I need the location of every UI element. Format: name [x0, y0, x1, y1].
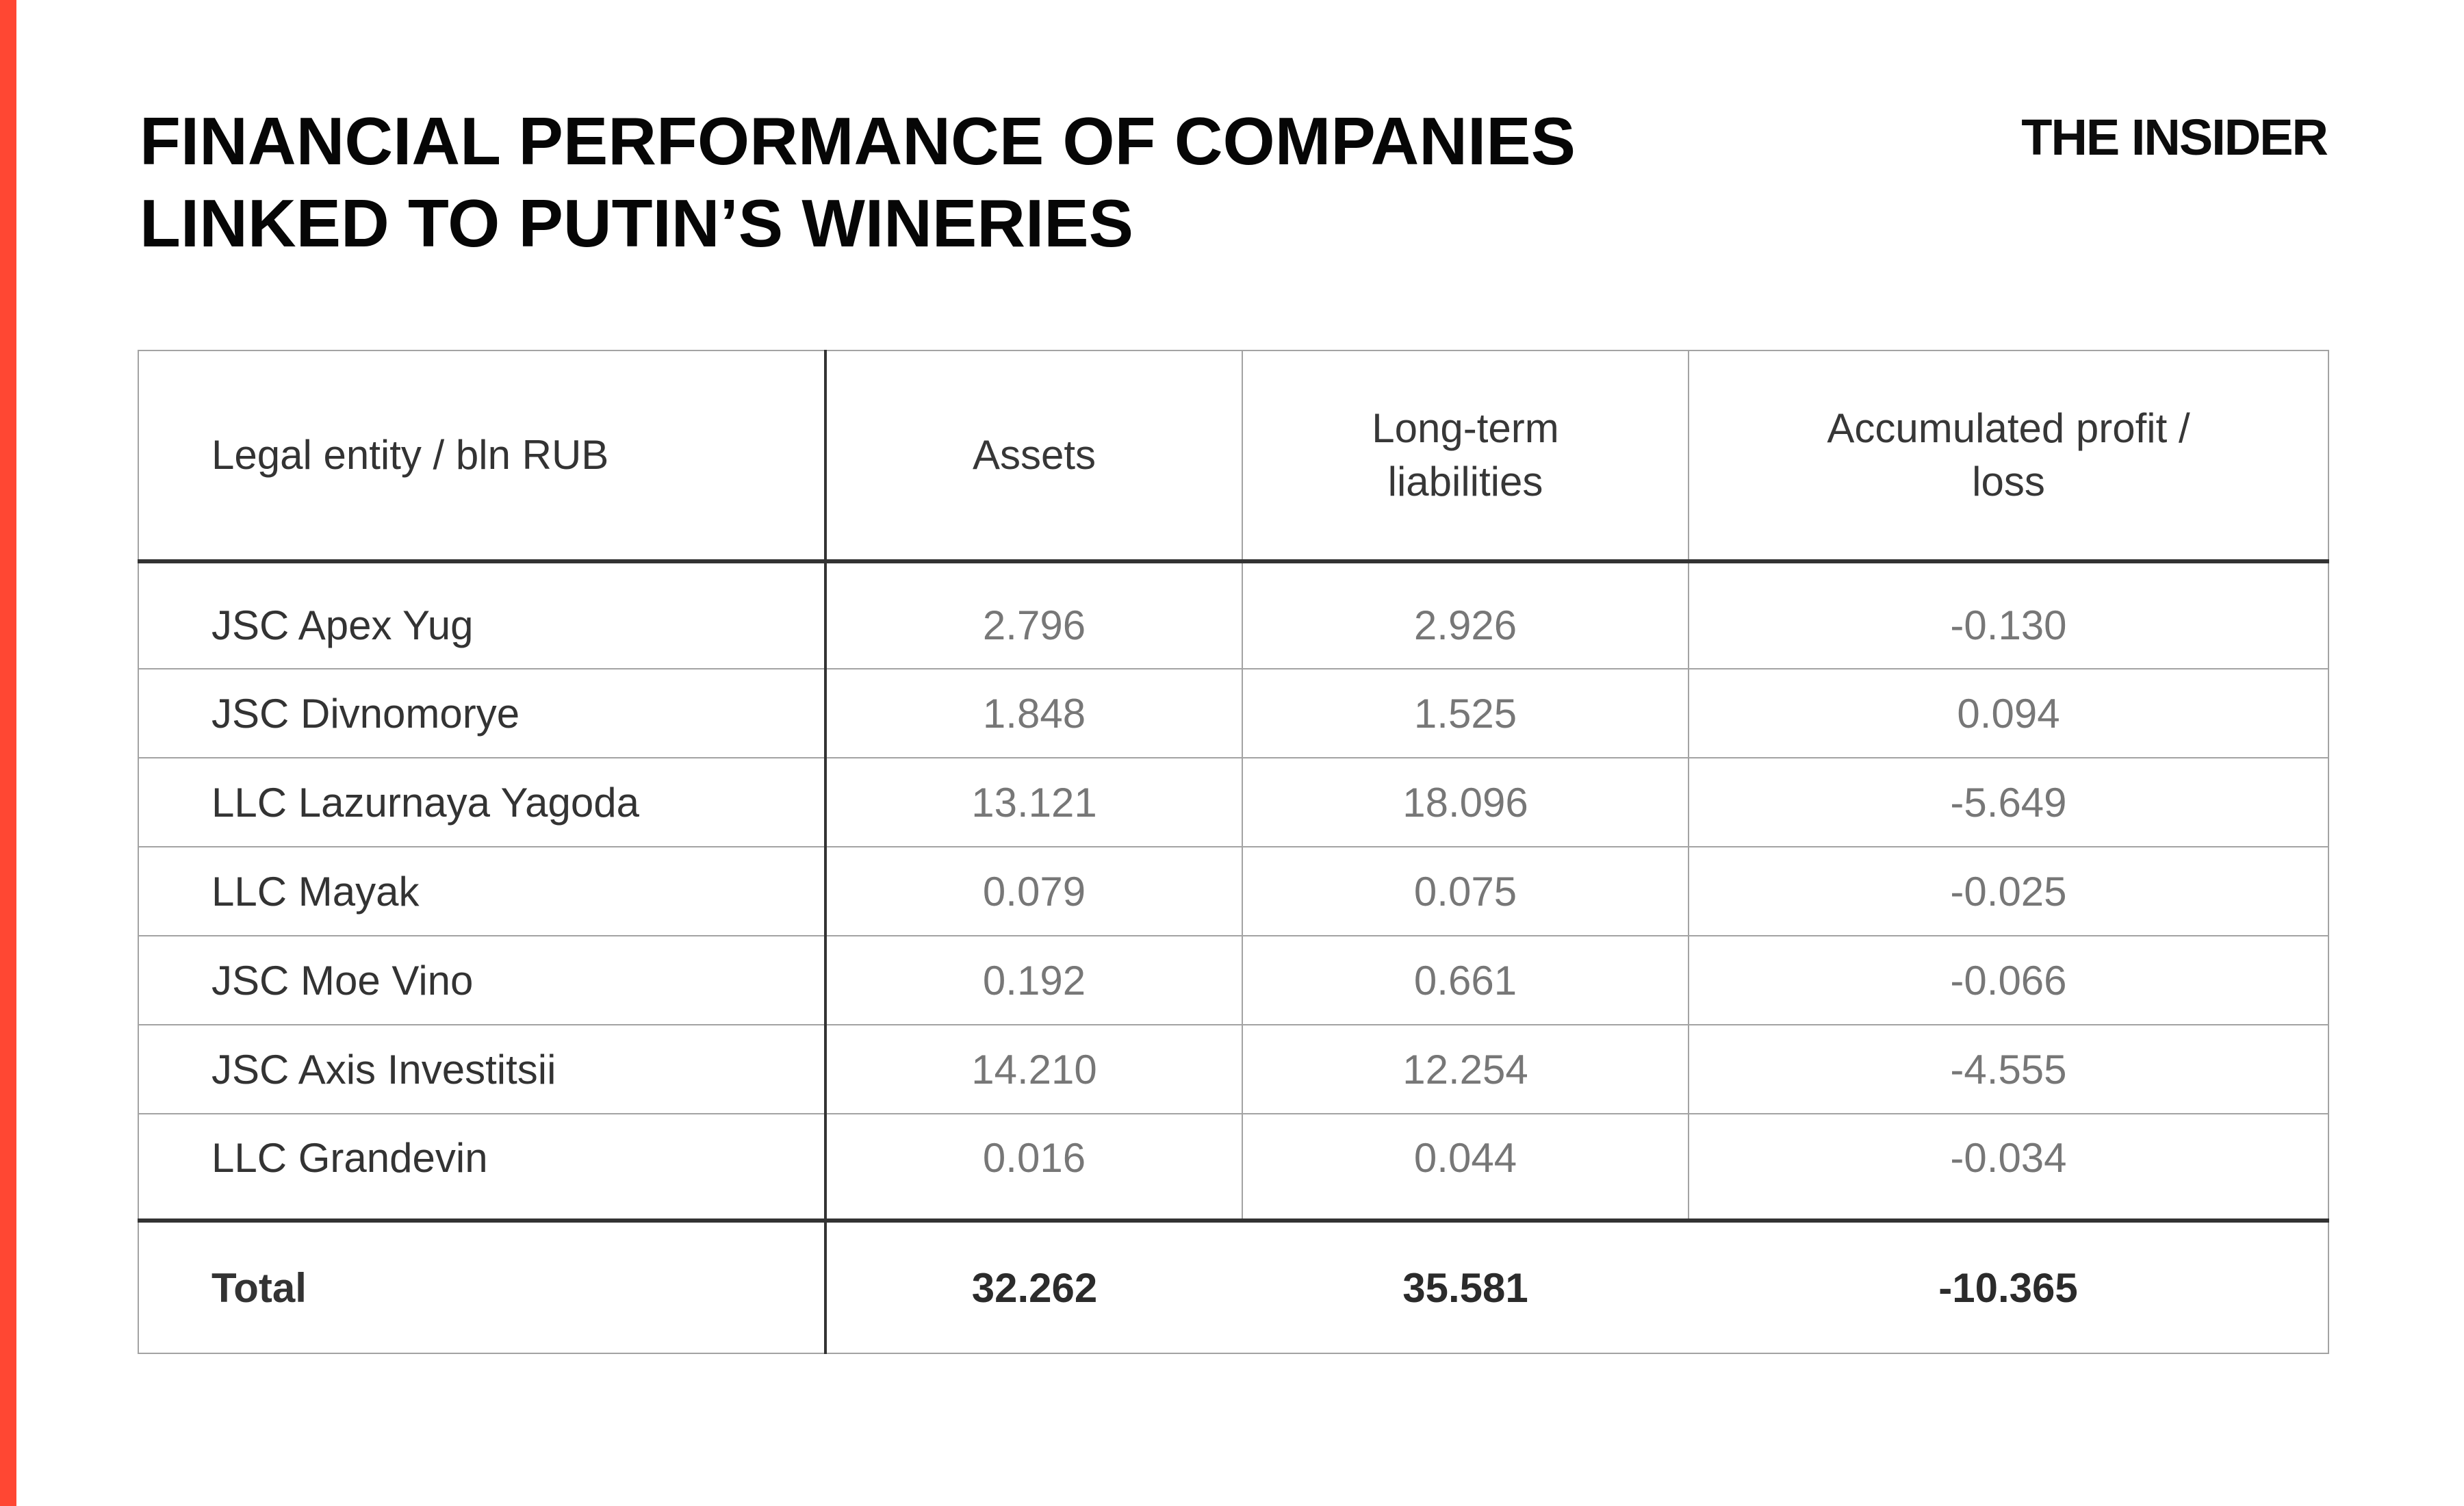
col-header-text: liabilities	[1387, 459, 1543, 505]
liabilities-cell: 18.096	[1242, 758, 1689, 847]
profit-cell: -0.066	[1950, 957, 2067, 1004]
col-header-assets: Assets	[825, 350, 1243, 561]
total-liabilities: 35.581	[1402, 1264, 1528, 1311]
assets-cell: 0.192	[825, 936, 1243, 1025]
table-row: JSC Apex Yug 2.796 2.926 -0.130	[138, 561, 2328, 669]
liabilities-cell: 0.044	[1242, 1114, 1689, 1221]
brand-logo: THE INSIDER	[2021, 109, 2328, 166]
profit-cell: -0.025	[1950, 868, 2067, 915]
assets-cell: 2.796	[825, 561, 1243, 669]
assets-cell: 14.210	[825, 1025, 1243, 1114]
profit-cell: -5.649	[1950, 779, 2067, 826]
total-profit: -10.365	[1938, 1264, 2078, 1311]
col-header-long-term-liabilities: Long-term liabilities	[1242, 350, 1689, 561]
title-line-2: LINKED TO PUTIN’S WINERIES	[140, 186, 1133, 261]
total-label: Total	[138, 1221, 827, 1353]
liabilities-cell: 1.525	[1242, 669, 1689, 758]
table-row: LLC Mayak 0.079 0.075 -0.025	[138, 847, 2328, 936]
page-title: FINANCIAL PERFORMANCE OF COMPANIES LINKE…	[140, 100, 1576, 264]
table-row: LLC Grandevin 0.016 0.044 -0.034	[138, 1114, 2328, 1221]
financials-table-wrap: Legal entity / bln RUB Assets Long-term …	[138, 350, 2329, 1354]
entity-name-cell: JSC Axis Investitsii	[138, 1025, 827, 1114]
title-line-1: FINANCIAL PERFORMANCE OF COMPANIES	[140, 103, 1576, 179]
entity-name-cell: LLC Mayak	[138, 847, 827, 936]
profit-cell: -0.034	[1950, 1134, 2067, 1181]
assets-cell: 0.016	[825, 1114, 1243, 1221]
table-row: LLC Lazurnaya Yagoda 13.121 18.096 -5.64…	[138, 758, 2328, 847]
liabilities-cell: 0.661	[1242, 936, 1689, 1025]
col-header-text: Long-term	[1372, 405, 1559, 451]
col-header-text: Assets	[972, 432, 1096, 478]
table-body: JSC Apex Yug 2.796 2.926 -0.130 JSC Divn…	[138, 561, 2328, 1221]
total-assets: 32.262	[971, 1264, 1098, 1311]
accent-bar	[0, 0, 16, 1506]
entity-name-cell: LLC Lazurnaya Yagoda	[138, 758, 827, 847]
liabilities-cell: 0.075	[1242, 847, 1689, 936]
profit-cell: -0.130	[1950, 602, 2067, 648]
liabilities-cell: 2.926	[1242, 561, 1689, 669]
total-row: Total 32.262 35.581 -10.365	[138, 1221, 2328, 1353]
financials-table: Legal entity / bln RUB Assets Long-term …	[138, 350, 2329, 1354]
col-header-text: Legal entity / bln RUB	[211, 432, 609, 478]
table-row: JSC Axis Investitsii 14.210 12.254 -4.55…	[138, 1025, 2328, 1114]
assets-cell: 13.121	[825, 758, 1243, 847]
table-row: JSC Moe Vino 0.192 0.661 -0.066	[138, 936, 2328, 1025]
entity-name-cell: JSC Moe Vino	[138, 936, 827, 1025]
assets-cell: 1.848	[825, 669, 1243, 758]
liabilities-cell: 12.254	[1242, 1025, 1689, 1114]
entity-name-cell: JSC Divnomorye	[138, 669, 827, 758]
assets-cell: 0.079	[825, 847, 1243, 936]
col-header-legal-entity: Legal entity / bln RUB	[138, 350, 827, 561]
table-row: JSC Divnomorye 1.848 1.525 0.094	[138, 669, 2328, 758]
col-header-text: Accumulated profit /	[1827, 405, 2190, 451]
entity-name-cell: JSC Apex Yug	[138, 561, 827, 669]
col-header-accumulated-profit-loss: Accumulated profit / loss	[1689, 350, 2328, 561]
col-header-text: loss	[1972, 459, 2045, 505]
entity-name-cell: LLC Grandevin	[138, 1114, 827, 1221]
profit-cell: -4.555	[1950, 1046, 2067, 1093]
profit-cell: 0.094	[1957, 690, 2060, 737]
table-header-row: Legal entity / bln RUB Assets Long-term …	[138, 350, 2328, 561]
